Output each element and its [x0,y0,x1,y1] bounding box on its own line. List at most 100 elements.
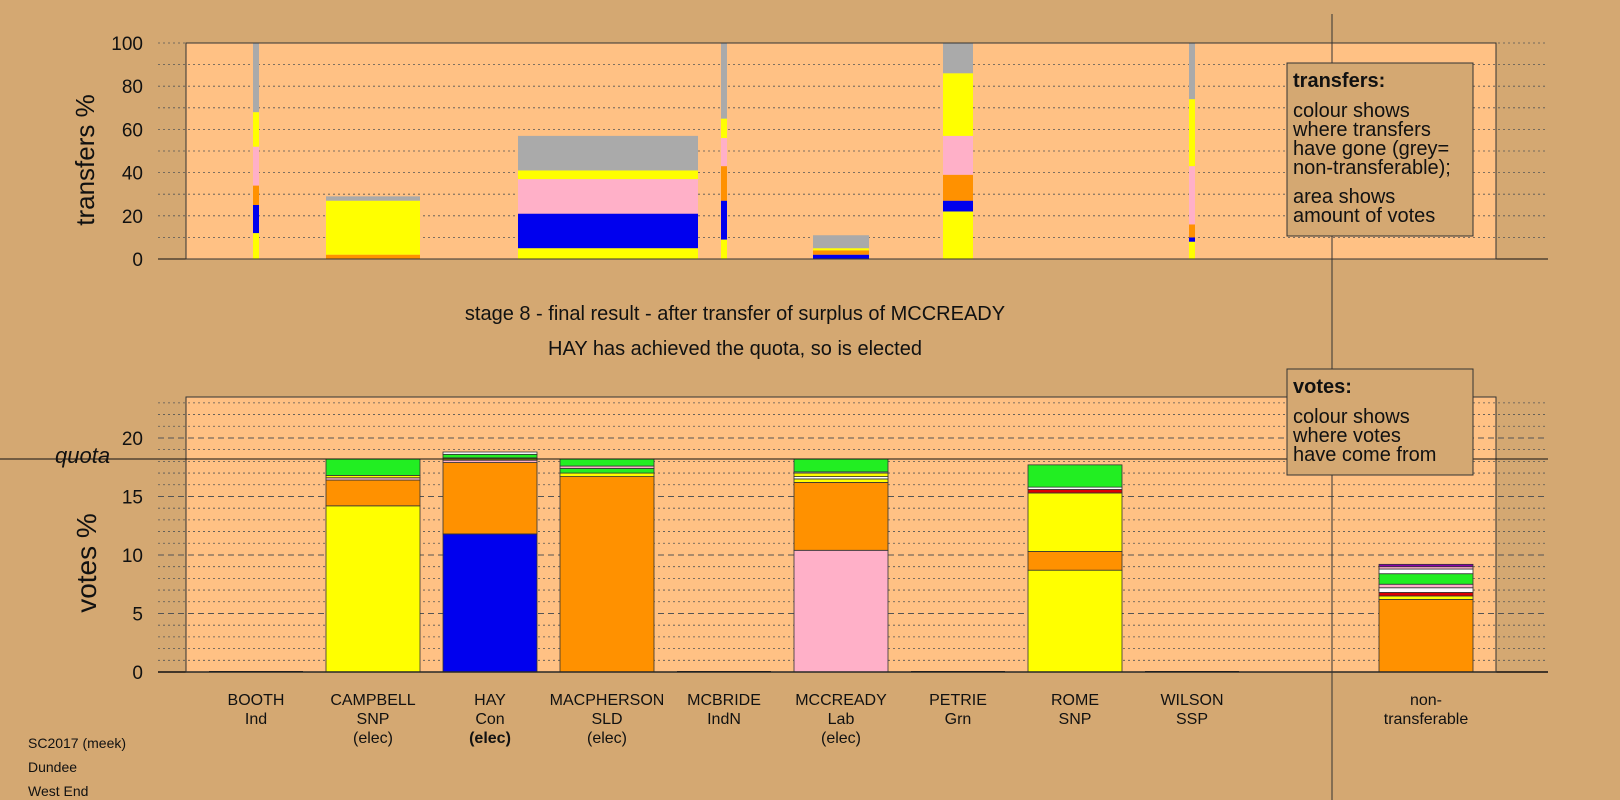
vote-segment-white [1378,568,1474,575]
transfer-segment-mccready-yellow [813,248,869,251]
transfer-segment-wilson-blue [1189,237,1195,242]
vote-segment-green [1027,464,1123,488]
votes-tick-label: 5 [132,604,143,625]
votes-tick-label: 10 [122,546,143,567]
vote-segment-yellow [1027,569,1123,673]
candidate-label: non- [1410,692,1442,709]
votes-legend-title: votes: [1293,376,1352,398]
plot-frames [158,42,1548,673]
candidate-label: (elec) [821,730,861,747]
transfer-segment-wilson-orange [1189,224,1195,238]
transfer-segment-macpherson-yellow [518,170,698,180]
transfers-tick-label: 80 [122,77,143,98]
footer-ward: West End [28,783,88,799]
transfer-segment-mccready-orange [813,250,869,255]
transfer-segment-mcbride-yellow [721,118,727,139]
transfers-legend-line: have gone (grey= [1293,138,1449,160]
transfer-segment-booth-yellow [253,233,259,259]
tick-labels: 0 20 40 60 80 100 0 5 10 15 20 [111,34,143,684]
transfers-legend-line: amount of votes [1293,205,1435,227]
transfer-segment-petrie-grey [943,43,973,74]
candidate-label: MCBRIDE [687,692,761,709]
votes-legend: votes: colour shows where votes have com… [1286,368,1474,476]
transfer-segment-booth-grey [253,43,259,113]
transfer-segment-macpherson-yellow [518,248,698,259]
vote-segment-orange [442,462,538,535]
transfer-segment-mcbride-orange [721,166,727,201]
transfer-segment-booth-pink [253,146,259,186]
votes-legend-line: have come from [1293,444,1436,466]
vote-segment-green [442,453,538,459]
candidate-label: Ind [245,711,267,728]
stage-title: stage 8 - final result - after transfer … [465,303,1005,325]
vote-segment-white [1378,587,1474,593]
vote-bar-mccready [793,458,889,673]
candidate-labels: BOOTH Ind CAMPBELL SNP (elec) HAY Con (elec) MAC… [228,692,1469,747]
transfer-segment-booth-yellow [253,112,259,147]
vote-segment-green [793,458,889,473]
transfers-tick-label: 40 [122,164,143,185]
candidate-label: HAY [474,692,506,709]
transfers-plot-frame [185,42,1497,260]
candidate-label: IndN [707,711,741,728]
vote-segment-orange [1027,551,1123,571]
footer-council: Dundee [28,759,77,775]
transfers-legend: transfers: colour shows where transfers … [1286,62,1474,237]
transfer-segment-booth-blue [253,205,259,234]
candidate-label: BOOTH [228,692,285,709]
vote-segment-orange [1378,599,1474,673]
candidate-label: (elec) [353,730,393,747]
candidate-label: Lab [828,711,855,728]
vote-segment-purple [1378,563,1474,568]
candidate-label: SNP [357,711,390,728]
transfer-segment-petrie-blue [943,200,973,212]
candidate-label: SNP [1059,711,1092,728]
transfer-segment-petrie-yellow [943,73,973,136]
candidate-label: transferable [1384,711,1469,728]
transfers-legend-line: where transfers [1292,119,1431,141]
transfer-segment-petrie-orange [943,174,973,201]
transfer-segment-wilson-yellow [1189,241,1195,259]
vote-segment-pink [793,549,889,673]
transfers-tick-label: 60 [122,120,143,141]
transfers-axis-label: transfers % [70,94,100,226]
vote-segment-white [442,451,538,455]
vote-bar-campbell [325,458,421,673]
transfers-legend-line: non-transferable); [1293,157,1451,179]
vote-segment-red [1027,489,1123,494]
vote-bars [209,451,1474,673]
vote-segment-red [1378,592,1474,597]
vote-bar-rome [1027,464,1123,673]
candidate-label: CAMPBELL [330,692,415,709]
vote-segment-green [325,458,421,476]
candidate-label: Con [475,711,504,728]
transfer-segment-petrie-yellow [943,211,973,259]
transfers-legend-line: area shows [1293,186,1395,208]
votes-legend-line: where votes [1292,425,1401,447]
candidate-label: SSP [1176,711,1208,728]
vote-segment-yellow [1378,595,1474,600]
vote-bar-non-transferable [1378,563,1474,673]
vote-segment-yellow [559,472,655,477]
vote-segment-yellow [1027,492,1123,552]
transfer-segment-wilson-pink [1189,166,1195,225]
votes-tick-label: 0 [132,663,143,684]
transfer-segment-campbell-grey [326,196,420,201]
candidate-label: (elec) [587,730,627,747]
vote-segment-green [1378,573,1474,585]
transfer-segment-mccready-blue [813,254,869,259]
votes-axis-label: votes % [71,513,102,613]
stage-note: HAY has achieved the quota, so is electe… [548,338,922,360]
transfers-legend-title: transfers: [1293,70,1385,92]
transfer-segment-mcbride-grey [721,43,727,119]
vote-bar-macpherson [559,458,655,673]
transfer-segment-mcbride-yellow [721,239,727,259]
transfer-segment-mcbride-pink [721,138,727,167]
vote-segment-orange [559,476,655,673]
transfer-segment-campbell-yellow [326,200,420,255]
candidate-label: MACPHERSON [550,692,665,709]
transfer-segment-macpherson-pink [518,179,698,214]
candidate-label: WILSON [1160,692,1223,709]
votes-tick-label: 20 [122,429,143,450]
